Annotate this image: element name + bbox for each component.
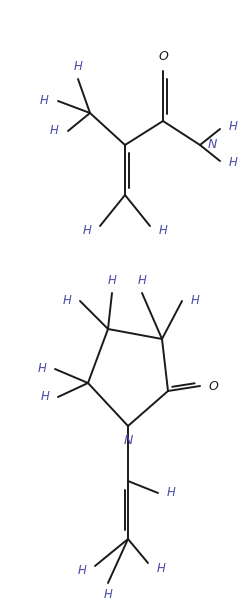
Text: H: H [41,391,49,403]
Text: H: H [229,120,237,133]
Text: H: H [167,486,175,499]
Text: H: H [108,273,116,287]
Text: N: N [123,433,133,447]
Text: H: H [83,225,91,237]
Text: H: H [40,94,48,108]
Text: O: O [158,50,168,64]
Text: H: H [156,561,165,575]
Text: H: H [104,588,112,601]
Text: N: N [207,138,217,151]
Text: H: H [159,225,167,237]
Text: O: O [208,379,218,392]
Text: H: H [191,294,199,308]
Text: H: H [74,59,82,73]
Text: H: H [62,294,71,308]
Text: H: H [138,273,146,287]
Text: H: H [38,362,46,376]
Text: H: H [229,156,237,169]
Text: H: H [50,124,58,138]
Text: H: H [78,564,86,578]
